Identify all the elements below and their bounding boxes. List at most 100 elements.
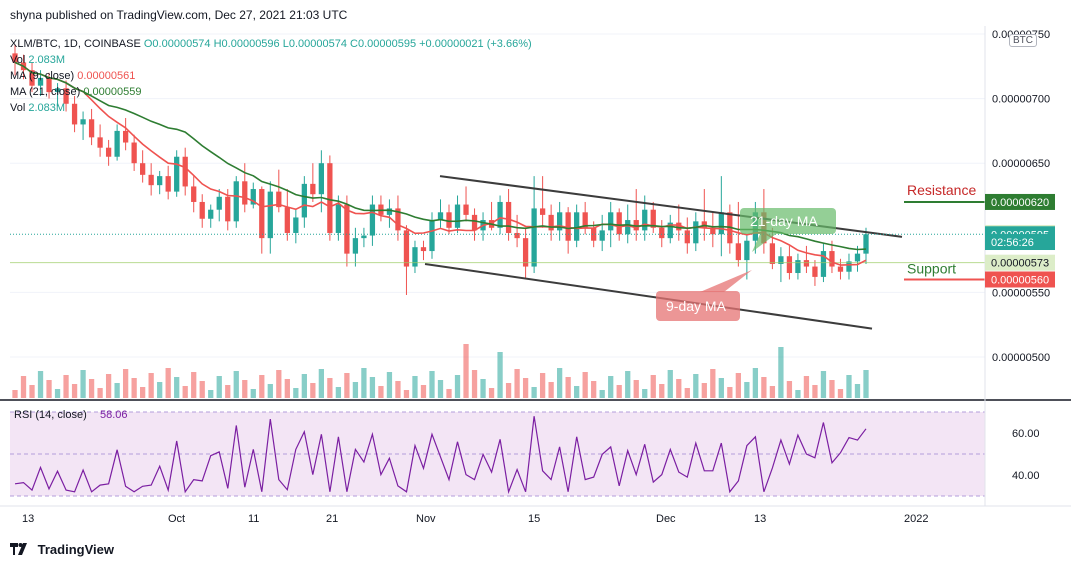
- time-tick: Dec: [656, 513, 676, 525]
- candle-body: [514, 232, 520, 239]
- ma21-callout-box: [740, 208, 836, 234]
- volume-bar: [344, 373, 350, 398]
- candle-body: [429, 220, 435, 252]
- price-tick: 0.00000500: [992, 352, 1050, 364]
- price-tag-text: 02:56:26: [991, 237, 1034, 249]
- candle-body: [565, 212, 571, 241]
- horizontal-lines: Resistance Support: [10, 182, 985, 281]
- time-tick: Oct: [168, 513, 185, 525]
- support-label: Support: [907, 260, 956, 276]
- legend-ma9-value: 0.00000561: [77, 70, 136, 82]
- volume-bar: [12, 390, 18, 398]
- candle-body: [608, 212, 614, 231]
- volume-bar: [599, 390, 605, 398]
- volume-bar: [574, 386, 580, 398]
- currency-badge[interactable]: BTC: [1009, 34, 1037, 47]
- volume-bar: [480, 379, 486, 398]
- candle-body: [667, 222, 673, 239]
- candle-body: [386, 208, 393, 215]
- time-tick: 15: [528, 513, 540, 525]
- volume-bar: [539, 373, 546, 398]
- volume-bar: [454, 375, 461, 398]
- candle-body: [778, 256, 784, 264]
- time-tick: 11: [248, 513, 259, 525]
- volume-bar: [97, 388, 103, 398]
- volume-bar: [727, 387, 733, 398]
- candle-body: [446, 212, 452, 228]
- volume-bar: [301, 374, 307, 398]
- price-tick: 0.00000550: [992, 287, 1050, 299]
- candle-body: [591, 227, 597, 241]
- volume-bar: [701, 383, 707, 398]
- volume-bar: [395, 381, 401, 398]
- candle-body: [88, 119, 95, 138]
- volume-bar: [403, 390, 410, 398]
- volume-bar: [795, 390, 801, 398]
- volume-bar: [318, 369, 324, 398]
- volume-bar: [778, 347, 784, 398]
- candle-body: [522, 238, 529, 267]
- volume-bar: [199, 381, 205, 398]
- volume-bar: [735, 373, 741, 398]
- volume-bar: [514, 369, 520, 398]
- volume-bar: [80, 370, 86, 398]
- ma-callouts: 21-day MA 9-day MA: [656, 208, 836, 321]
- candle-body: [293, 217, 299, 233]
- resistance-label: Resistance: [907, 182, 976, 198]
- ma21-callout-pointer: [752, 234, 776, 252]
- candle-body: [208, 209, 214, 219]
- price-tag-box: [985, 271, 1055, 288]
- volume-bar: [803, 376, 810, 398]
- volume-bar: [437, 380, 444, 398]
- volume-bar: [310, 383, 316, 398]
- volume-bar: [557, 368, 563, 398]
- volume-bar: [225, 385, 231, 398]
- volume-bar: [693, 374, 699, 398]
- volume-bar: [812, 385, 818, 398]
- ma9-callout-box: [656, 291, 740, 321]
- candle-body: [616, 212, 622, 235]
- rsi-value: 58.06: [100, 409, 128, 421]
- volume-bar: [761, 377, 767, 398]
- candle-body: [701, 221, 707, 228]
- candle-body: [846, 261, 852, 272]
- volume-bar: [676, 379, 682, 398]
- candle-body: [812, 266, 818, 277]
- volume-bar: [250, 389, 256, 398]
- candle-body: [97, 137, 103, 148]
- volume-bar: [463, 344, 469, 398]
- candle-body: [574, 212, 580, 241]
- candle-body: [497, 201, 503, 228]
- price-tick: 0.00000650: [992, 158, 1050, 170]
- volume-bar: [565, 377, 571, 398]
- candle-body: [335, 204, 342, 233]
- volume-bar: [633, 380, 639, 398]
- volume-bar: [352, 382, 359, 398]
- ma9-callout-text: 9-day MA: [666, 298, 727, 314]
- volume-bar: [412, 376, 418, 398]
- volume-bar: [216, 376, 222, 398]
- candle-body: [650, 209, 656, 228]
- volume-bar: [769, 386, 776, 398]
- candle-body: [718, 212, 724, 235]
- candle-body: [131, 142, 137, 164]
- price-chart[interactable]: Resistance Support 21-day MA 9-day MA RSI …: [0, 26, 1071, 536]
- volume-bar: [191, 372, 197, 398]
- legend-ma21-value: 0.00000559: [83, 86, 142, 98]
- volume-bar: [105, 374, 112, 398]
- candle-body: [625, 220, 631, 235]
- candle-body: [829, 251, 835, 267]
- candle-body: [463, 204, 469, 215]
- candle-body: [599, 230, 605, 241]
- ma9-callout-pointer: [700, 270, 752, 292]
- legend-ma9-row: MA (9, close) 0.00000561: [10, 68, 135, 84]
- legend-vol2-row: Vol 2.083M: [10, 100, 65, 116]
- volume-bar: [829, 380, 835, 398]
- volume-bar: [208, 390, 214, 398]
- candle-body: [174, 156, 180, 192]
- time-tick: Nov: [416, 513, 436, 525]
- volume-bar: [114, 383, 120, 398]
- volume-bar: [505, 383, 512, 398]
- candle-body: [310, 183, 316, 195]
- legend-ohlc: O0.00000574 H0.00000596 L0.00000574 C0.0…: [143, 38, 532, 50]
